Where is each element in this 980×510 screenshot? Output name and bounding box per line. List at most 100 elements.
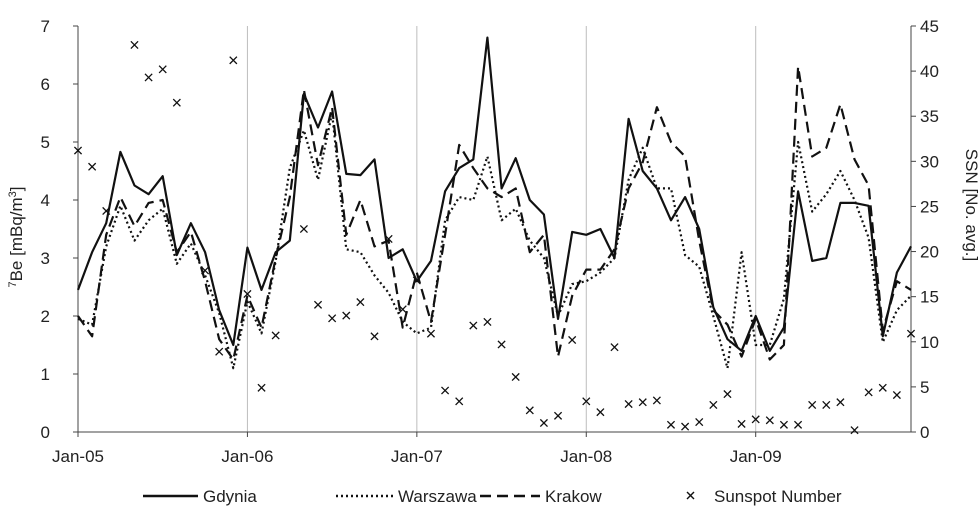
marker-sunspot-number <box>808 400 817 409</box>
marker-sunspot-number <box>441 386 450 395</box>
right-tick-label: 35 <box>920 107 939 126</box>
marker-sunspot-number <box>73 146 83 155</box>
marker-sunspot-number <box>313 300 323 309</box>
marker-sunspot-number <box>906 329 916 338</box>
legend: Gdynia Warszawa Krakow Sunspot Number <box>143 487 842 506</box>
left-tick-label: 7 <box>41 17 50 36</box>
x-tick-label: Jan-06 <box>221 447 273 466</box>
right-tick-label: 10 <box>920 333 939 352</box>
legend-label-gdynia: Gdynia <box>203 487 257 506</box>
series-line-warszawa <box>77 111 912 370</box>
marker-stroke <box>73 146 83 155</box>
legend-swatch-sunspot <box>686 491 695 500</box>
marker-sunspot-number <box>412 276 421 285</box>
legend-item-warszawa: Warszawa <box>336 487 477 506</box>
marker-sunspot-number <box>638 398 647 407</box>
marker-stroke <box>666 420 676 429</box>
marker-sunspot-number <box>243 289 252 299</box>
marker-sunspot-number <box>737 419 746 428</box>
right-tick-label: 30 <box>920 152 939 171</box>
series-line-krakow <box>77 65 912 361</box>
series-layer <box>73 36 916 435</box>
marker-sunspot-number <box>455 397 464 406</box>
right-tick-label: 15 <box>920 288 939 307</box>
marker-sunspot-number <box>172 98 181 107</box>
marker-sunspot-number <box>695 418 704 427</box>
marker-stroke <box>906 329 916 338</box>
marker-sunspot-number <box>144 73 153 82</box>
marker-stroke <box>158 65 167 74</box>
marker-stroke <box>441 386 450 395</box>
marker-stroke <box>412 276 421 285</box>
marker-sunspot-number <box>215 347 224 356</box>
marker-stroke <box>582 397 591 406</box>
marker-stroke <box>695 418 704 427</box>
right-tick-label: 40 <box>920 62 939 81</box>
marker-stroke <box>299 224 308 234</box>
marker-stroke <box>681 422 690 431</box>
marker-sunspot-number <box>398 305 407 314</box>
marker-stroke <box>257 383 266 392</box>
marker-sunspot-number <box>299 224 308 234</box>
marker-sunspot-number <box>469 321 478 330</box>
marker-stroke <box>144 73 153 82</box>
marker-stroke <box>624 399 633 409</box>
marker-sunspot-number <box>370 332 379 341</box>
marker-stroke <box>652 396 661 405</box>
marker-sunspot-number <box>130 40 139 50</box>
marker-sunspot-number <box>681 422 690 431</box>
marker-sunspot-number <box>624 399 633 409</box>
x-tick-label: Jan-09 <box>730 447 782 466</box>
marker-sunspot-number <box>582 397 591 406</box>
marker-stroke <box>215 347 224 356</box>
marker-stroke <box>525 406 534 415</box>
series-sunspot-number <box>73 40 916 435</box>
series-line-gdynia <box>76 36 912 352</box>
marker-sunspot-number <box>610 343 619 352</box>
marker-stroke <box>172 98 181 107</box>
marker-sunspot-number <box>384 234 393 243</box>
marker-sunspot-number <box>892 390 901 400</box>
marker-sunspot-number <box>822 400 831 409</box>
marker-sunspot-number <box>568 335 577 345</box>
marker-stroke <box>201 266 210 275</box>
marker-stroke <box>130 40 139 50</box>
legend-item-gdynia: Gdynia <box>143 487 257 506</box>
marker-stroke <box>313 300 323 309</box>
left-tick-label: 6 <box>41 75 50 94</box>
marker-stroke <box>398 305 407 314</box>
marker-stroke <box>342 311 351 320</box>
right-axis-title: SSN [No. avg.] <box>962 149 980 261</box>
marker-sunspot-number <box>525 406 534 415</box>
marker-stroke <box>328 314 337 323</box>
marker-stroke <box>808 400 817 409</box>
marker-stroke <box>356 298 365 307</box>
marker-sunspot-number <box>201 266 210 275</box>
marker-sunspot-number <box>158 65 167 74</box>
marker-sunspot-number <box>426 329 436 338</box>
left-tick-label: 4 <box>41 191 50 210</box>
marker-sunspot-number <box>88 162 97 171</box>
x-tick-label: Jan-05 <box>52 447 104 466</box>
marker-sunspot-number <box>709 400 718 409</box>
marker-sunspot-number <box>652 396 661 405</box>
legend-label-warszawa: Warszawa <box>398 487 477 506</box>
marker-sunspot-number <box>751 415 760 424</box>
legend-item-krakow: Krakow <box>480 487 602 506</box>
left-tick-label: 1 <box>41 365 50 384</box>
marker-stroke <box>243 289 252 299</box>
marker-stroke <box>765 416 774 425</box>
marker-sunspot-number <box>850 426 859 435</box>
marker-stroke <box>850 426 859 435</box>
marker-sunspot-number <box>497 340 506 349</box>
marker-stroke <box>638 398 647 407</box>
marker-sunspot-number <box>666 420 676 429</box>
marker-stroke <box>596 408 605 417</box>
marker-sunspot-number <box>723 390 732 399</box>
marker-sunspot-number <box>229 56 238 65</box>
marker-sunspot-number <box>483 317 492 326</box>
marker-stroke <box>892 390 901 400</box>
marker-sunspot-number <box>511 372 520 382</box>
left-tick-label: 5 <box>41 133 50 152</box>
left-axis-title: 7Be [mBq/m3] <box>7 186 26 287</box>
